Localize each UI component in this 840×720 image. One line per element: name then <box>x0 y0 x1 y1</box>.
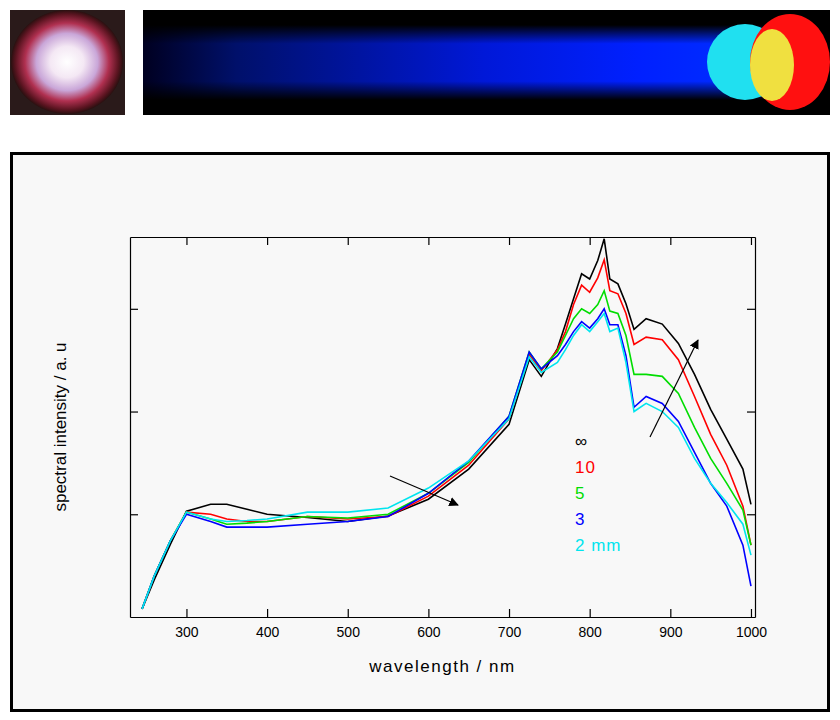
series-line <box>142 291 751 609</box>
tick-label: 900 <box>659 624 683 640</box>
tick <box>130 514 138 515</box>
tick-mark <box>428 237 429 245</box>
axis-line <box>755 238 756 618</box>
photo-beam-fade <box>143 25 763 100</box>
arrow <box>390 476 458 505</box>
legend-entry: 3 <box>575 510 585 529</box>
series-line <box>142 239 751 609</box>
tick-label: 600 <box>417 624 441 640</box>
tick <box>751 237 752 245</box>
axis <box>131 237 756 245</box>
tick <box>130 412 138 413</box>
tick-mark <box>590 609 591 617</box>
tick-mark <box>130 309 138 310</box>
tick-mark <box>590 237 591 245</box>
tick <box>509 237 510 245</box>
y-axis-title: spectral intensity / a. u <box>51 342 70 511</box>
tick-mark <box>747 411 755 412</box>
tick: 900 <box>659 609 683 640</box>
legend: ∞ 10 5 3 2 mm <box>575 432 622 555</box>
tick-mark <box>747 309 755 310</box>
legend-entry: 10 <box>575 458 596 477</box>
tick-mark <box>348 237 349 245</box>
tick: 400 <box>256 609 280 640</box>
tick <box>747 412 755 413</box>
tick-label: 500 <box>337 624 361 640</box>
tick: 800 <box>578 609 602 640</box>
axis-line <box>131 617 756 618</box>
series-line <box>142 260 751 609</box>
plot-area <box>142 239 751 609</box>
axis-line <box>131 237 756 238</box>
tick: 600 <box>417 609 441 640</box>
series-line <box>142 309 751 609</box>
tick <box>747 514 755 515</box>
tick-mark <box>751 609 752 617</box>
tick-mark <box>509 609 510 617</box>
canvas: 300 400 500 600 700 800 900 1000 ∞ 10 5 3 2 mm wavele… <box>0 0 840 720</box>
axis: 300 400 500 600 700 800 900 1000 <box>131 609 768 640</box>
legend-entry: 5 <box>575 484 585 503</box>
tick <box>747 309 755 310</box>
tick-mark <box>186 237 187 245</box>
tick <box>590 237 591 245</box>
tick-mark <box>509 237 510 245</box>
tick: 500 <box>337 609 361 640</box>
tick: 700 <box>498 609 522 640</box>
axis <box>747 238 756 618</box>
arrow <box>650 340 698 437</box>
tick-label: 700 <box>498 624 522 640</box>
tick-mark <box>130 514 138 515</box>
photo-beam <box>143 25 763 100</box>
tick <box>670 237 671 245</box>
tick-mark <box>348 609 349 617</box>
tick-label: 1000 <box>736 624 767 640</box>
photo-red <box>750 14 830 110</box>
tick-mark <box>267 609 268 617</box>
photo-background <box>10 10 125 115</box>
tick-mark <box>428 609 429 617</box>
tick <box>130 309 138 310</box>
tick: 300 <box>175 609 199 640</box>
axis <box>130 238 138 618</box>
tick-label: 800 <box>578 624 602 640</box>
x-axis-title: wavelength / nm <box>368 657 515 676</box>
tick-mark <box>130 411 138 412</box>
axis-line <box>130 238 131 618</box>
photo-yellow <box>750 29 794 101</box>
tick-mark <box>670 609 671 617</box>
tick-label: 300 <box>175 624 199 640</box>
tick-mark <box>747 514 755 515</box>
legend-entry: ∞ <box>575 432 588 451</box>
tick: 1000 <box>736 609 767 640</box>
tick-label: 400 <box>256 624 280 640</box>
tick-mark <box>751 237 752 245</box>
tick-mark <box>670 237 671 245</box>
legend-entry: 2 mm <box>575 536 622 555</box>
chart-frame <box>12 154 829 711</box>
tick-mark <box>186 609 187 617</box>
photo-spot <box>11 10 123 114</box>
tick <box>348 237 349 245</box>
tick <box>428 237 429 245</box>
tick <box>267 237 268 245</box>
tick-mark <box>267 237 268 245</box>
tick <box>186 237 187 245</box>
series-line <box>142 314 751 609</box>
photo-background <box>143 10 830 115</box>
